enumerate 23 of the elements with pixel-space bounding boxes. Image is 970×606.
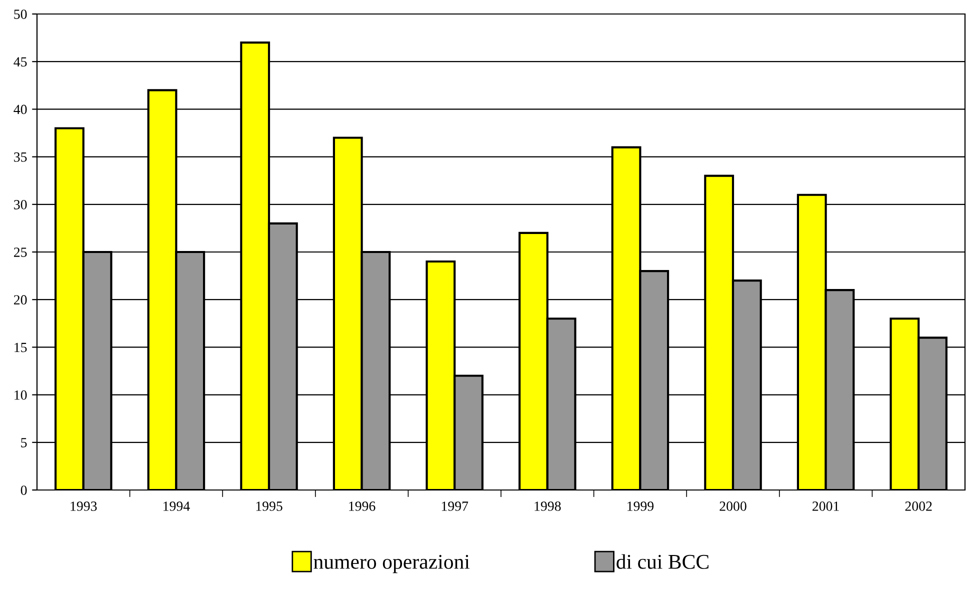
legend-label: di cui BCC (616, 554, 708, 569)
legend-label: numero operazioni (314, 554, 470, 574)
y-tick-label: 0 (20, 486, 27, 495)
y-tick-label: 5 (21, 438, 27, 448)
y-tick-label: 20 (14, 295, 27, 305)
x-tick-label: 2002 (905, 502, 932, 511)
y-tick-label: 30 (14, 200, 27, 210)
y-tick-label: 40 (14, 104, 27, 114)
x-tick-label: 2001 (812, 502, 839, 511)
y-tick-label: 35 (14, 152, 27, 162)
x-tick-label: 2000 (720, 502, 746, 511)
x-tick-label: 1993 (70, 502, 97, 511)
y-tick-label: 10 (14, 390, 27, 400)
x-tick-label: 1997 (442, 502, 468, 511)
x-tick-label: 1999 (628, 502, 654, 511)
y-tick-label: 50 (14, 10, 27, 19)
x-tick-label: 1994 (164, 502, 190, 511)
y-tick-label: 25 (14, 248, 27, 257)
y-tick-label: 45 (14, 57, 27, 67)
x-tick-label: 1996 (349, 502, 376, 511)
x-tick-label: 1998 (534, 502, 561, 511)
y-tick-label: 15 (14, 342, 27, 352)
x-tick-label: 1995 (256, 502, 282, 511)
